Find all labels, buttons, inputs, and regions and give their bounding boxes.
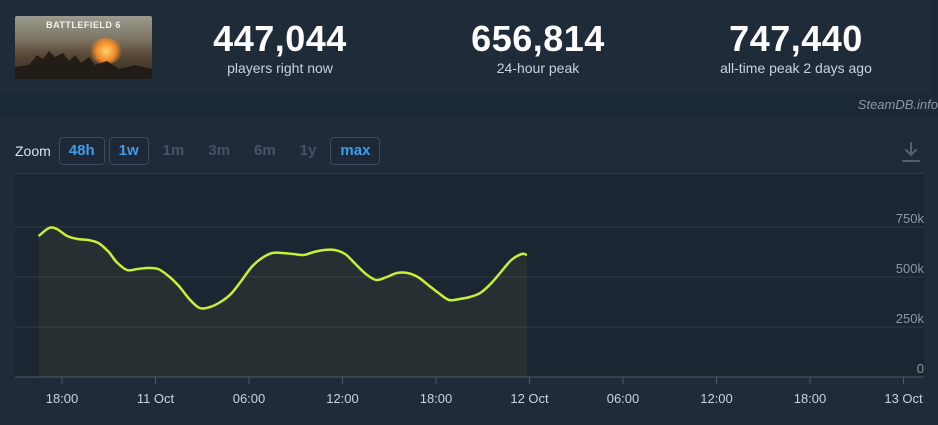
zoom-button-1m[interactable]: 1m — [162, 142, 185, 159]
game-banner-image[interactable]: BATTLEFIELD 6 — [15, 16, 152, 79]
stat-all-time-peak: 747,440 all-time peak 2 days ago — [676, 18, 916, 77]
game-logo-text: BATTLEFIELD 6 — [46, 20, 121, 30]
zoom-button-1y[interactable]: 1y — [299, 142, 317, 159]
stat-label: players right now — [227, 60, 333, 76]
y-tick-label: 750k — [896, 211, 925, 226]
zoom-label: Zoom — [15, 143, 51, 159]
x-tick-label: 06:00 — [233, 391, 266, 406]
stat-24h-peak: 656,814 24-hour peak — [418, 18, 658, 77]
soldiers-graphic — [15, 51, 152, 79]
y-tick-label: 0 — [917, 361, 924, 376]
stat-value: 747,440 — [729, 18, 863, 59]
player-count-chart[interactable]: 0 250k 500k 750k 18:00 11 Oct 06:00 12:00 18:00 1… — [0, 173, 938, 425]
x-tick-label: 18:00 — [420, 391, 453, 406]
series-area — [38, 227, 527, 377]
stat-value: 447,044 — [213, 18, 347, 59]
series-line[interactable] — [37, 226, 528, 310]
x-tick-label: 12:00 — [326, 391, 359, 406]
x-tick-label: 13 Oct — [884, 391, 923, 406]
zoom-button-max[interactable]: max — [330, 137, 381, 165]
zoom-button-48h[interactable]: 48h — [58, 137, 105, 165]
stat-label: 24-hour peak — [496, 60, 580, 76]
stat-players-now: 447,044 players right now — [160, 18, 400, 77]
stat-value: 656,814 — [471, 18, 605, 59]
chart-panel: Zoom 48h 1w 1m 3m 6m 1y max 0 250k 500k 750… — [0, 115, 938, 425]
y-tick-label: 250k — [896, 311, 925, 326]
zoom-controls: Zoom 48h 1w 1m 3m 6m 1y max — [15, 137, 384, 165]
zoom-button-3m[interactable]: 3m — [208, 142, 231, 159]
y-tick-label: 500k — [896, 261, 925, 276]
zoom-button-6m[interactable]: 6m — [254, 142, 276, 159]
x-tick-label: 18:00 — [46, 391, 79, 406]
download-icon[interactable] — [901, 141, 921, 163]
x-tick-label: 12 Oct — [510, 391, 549, 406]
x-tick-label: 12:00 — [700, 391, 733, 406]
x-tick-label: 18:00 — [794, 391, 827, 406]
zoom-button-1w[interactable]: 1w — [108, 137, 149, 165]
steamdb-credit-link[interactable]: SteamDB.info — [857, 97, 938, 112]
explosion-graphic — [89, 38, 123, 64]
x-tick-label: 06:00 — [607, 391, 640, 406]
x-tick-label: 11 Oct — [137, 391, 175, 406]
stats-header: BATTLEFIELD 6 447,044 players right now … — [0, 0, 933, 94]
stat-label: all-time peak 2 days ago — [720, 60, 872, 76]
